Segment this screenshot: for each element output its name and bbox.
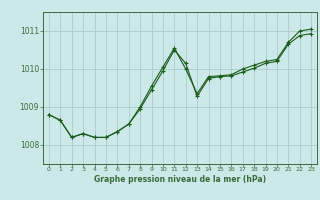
X-axis label: Graphe pression niveau de la mer (hPa): Graphe pression niveau de la mer (hPa)	[94, 175, 266, 184]
